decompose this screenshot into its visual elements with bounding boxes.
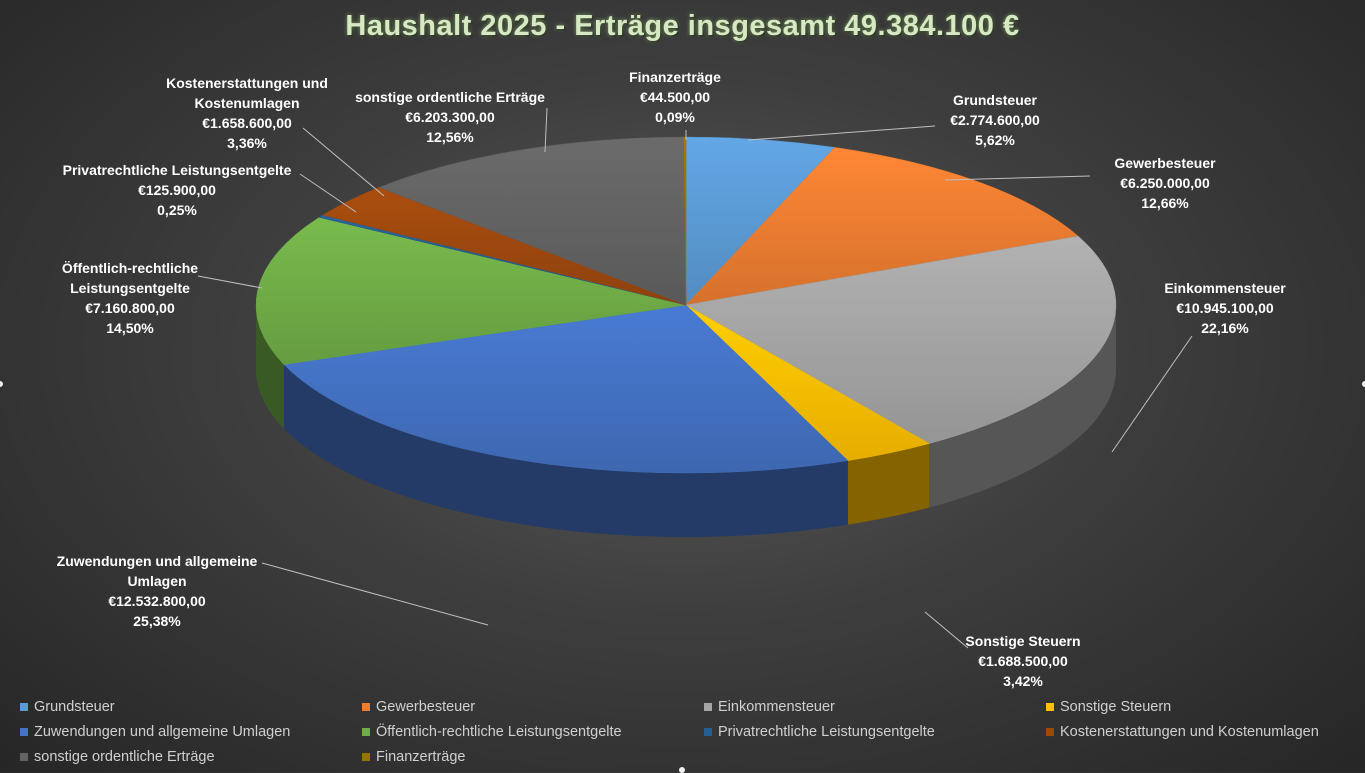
data-label-offentlich-rechtliche-leistungsentgelte: Öffentlich-rechtliche Leistungsentgelte €7… (62, 258, 198, 338)
data-label-finanzertrage: Finanzerträge €44.500,00 0,09% (629, 67, 721, 127)
data-label-value: €6.250.000,00 (1120, 175, 1210, 191)
data-label-value: €1.658.600,00 (202, 115, 292, 131)
pie-slice-sonstige-ordentliche-ertrage[interactable] (378, 136, 687, 306)
legend-item-einkommensteuer[interactable]: Einkommensteuer (704, 696, 1046, 717)
data-label-name: Einkommensteuer (1164, 280, 1286, 296)
legend-item-gewerbesteuer[interactable]: Gewerbesteuer (362, 696, 704, 717)
data-label-percent: 14,50% (106, 320, 154, 336)
pie-slice-grundsteuer[interactable] (685, 136, 836, 306)
legend-swatch (1046, 727, 1054, 736)
legend-swatch (362, 727, 370, 736)
legend-label: Einkommensteuer (718, 698, 835, 715)
data-label-percent: 25,38% (133, 613, 181, 629)
pie-slice-zuwendungen-und-allgemeine-umlagen[interactable] (283, 304, 849, 474)
legend-swatch (20, 752, 28, 761)
data-label-percent: 0,25% (157, 202, 197, 218)
data-label-percent: 12,56% (426, 129, 474, 145)
pie-slice-offentlich-rechtliche-leistungsentgelte[interactable] (255, 217, 687, 365)
legend-swatch (1046, 702, 1054, 711)
data-label-name: Gewerbesteuer (1114, 155, 1216, 171)
legend-label: Grundsteuer (34, 698, 115, 715)
leader-line-offentlich-rechtliche-leistungsentgelte (197, 275, 263, 289)
data-label-name: sonstige ordentliche Erträge (355, 89, 545, 105)
data-label-grundsteuer: Grundsteuer €2.774.600,00 5,62% (950, 90, 1040, 150)
legend-item-privatrechtliche-leistungsentgelte[interactable]: Privatrechtliche Leistungsentgelte (704, 721, 1046, 742)
pie-side-zuwendungen-und-allgemeine-umlagen (283, 364, 848, 537)
leader-line-einkommensteuer (1111, 335, 1193, 453)
data-label-zuwendungen-und-allgemeine-umlagen: Zuwendungen und allgemeine Umlagen €12.532… (57, 551, 258, 631)
selection-handle-left[interactable] (0, 381, 3, 387)
leader-line-gewerbesteuer (944, 175, 1091, 181)
leader-line-privatrechtliche-leistungsentgelte (299, 173, 357, 213)
data-label-name: Finanzerträge (629, 69, 721, 85)
leader-line-grundsteuer (747, 125, 936, 141)
pie-slice-einkommensteuer[interactable] (685, 235, 1117, 444)
data-label-value: €125.900,00 (138, 182, 216, 198)
legend-item-zuwendungen-und-allgemeine-umlagen[interactable]: Zuwendungen und allgemeine Umlagen (20, 721, 362, 742)
data-label-sonstige-steuern: Sonstige Steuern €1.688.500,00 3,42% (965, 631, 1080, 691)
leader-line-sonstige-steuern (924, 611, 969, 649)
data-label-percent: 22,16% (1201, 320, 1249, 336)
data-label-privatrechtliche-leistungsentgelte: Privatrechtliche Leistungsentgelte €125.9… (63, 160, 292, 220)
leader-line-sonstige-ordentliche-ertrage (544, 107, 548, 153)
pie-side-sonstige-steuern (847, 443, 930, 525)
chart-title: Haushalt 2025 - Erträge insgesamt 49.384… (345, 10, 1020, 42)
data-label-percent: 12,66% (1141, 195, 1189, 211)
data-label-name: Umlagen (127, 573, 187, 589)
data-label-percent: 3,36% (227, 135, 267, 151)
pie-slice-gewerbesteuer[interactable] (685, 147, 1079, 306)
data-label-value: €1.688.500,00 (978, 653, 1068, 669)
data-label-name: Kostenumlagen (194, 95, 300, 111)
legend-item-sonstige-steuern[interactable]: Sonstige Steuern (1046, 696, 1365, 717)
pie-tops (255, 136, 1117, 474)
data-label-kostenerstattungen-und-kostenumlagen: Kostenerstattungen und Kostenumlagen €1.65… (166, 73, 328, 153)
legend-label: Privatrechtliche Leistungsentgelte (718, 723, 935, 740)
legend-swatch (362, 702, 370, 711)
data-label-value: €6.203.300,00 (405, 109, 495, 125)
data-label-value: €12.532.800,00 (108, 593, 206, 609)
legend-label: Gewerbesteuer (376, 698, 476, 715)
data-label-value: €44.500,00 (639, 89, 711, 105)
legend-item-finanzertrage[interactable]: Finanzerträge (362, 746, 704, 767)
data-label-value: €2.774.600,00 (950, 112, 1040, 128)
data-label-name: Kostenerstattungen und (166, 75, 328, 91)
legend-item-sonstige-ordentliche-ertrage[interactable]: sonstige ordentliche Erträge (20, 746, 362, 767)
data-label-percent: 5,62% (975, 132, 1015, 148)
legend-swatch (20, 727, 28, 736)
legend-label: Finanzerträge (376, 748, 466, 765)
data-label-sonstige-ordentliche-ertrage: sonstige ordentliche Erträge €6.203.300,0… (355, 87, 545, 147)
legend-label: sonstige ordentliche Erträge (34, 748, 215, 765)
data-label-percent: 3,42% (1003, 673, 1043, 689)
data-label-name: Grundsteuer (952, 92, 1037, 108)
data-label-percent: 0,09% (655, 109, 695, 125)
data-label-value: €7.160.800,00 (85, 300, 175, 316)
legend-label: Sonstige Steuern (1060, 698, 1172, 715)
data-label-name: Öffentlich-rechtliche (61, 260, 199, 276)
leader-line-zuwendungen-und-allgemeine-umlagen (261, 562, 489, 626)
legend-swatch (362, 752, 370, 761)
leader-line-kostenerstattungen-und-kostenumlagen (302, 127, 385, 197)
pie-side-einkommensteuer (929, 305, 1116, 508)
legend-swatch (704, 702, 712, 711)
data-label-einkommensteuer: Einkommensteuer €10.945.100,00 22,16% (1164, 278, 1285, 338)
chart-legend: Grundsteuer Gewerbesteuer Einkommensteuer S… (20, 696, 1360, 767)
legend-swatch (20, 702, 28, 711)
data-label-gewerbesteuer: Gewerbesteuer €6.250.000,00 12,66% (1114, 153, 1215, 213)
data-label-name: Sonstige Steuern (965, 633, 1081, 649)
data-label-name: Zuwendungen und allgemeine (56, 553, 258, 569)
data-label-value: €10.945.100,00 (1176, 300, 1274, 316)
legend-label: Kostenerstattungen und Kostenumlagen (1060, 723, 1319, 740)
legend-label: Öffentlich-rechtliche Leistungsentgelte (376, 723, 622, 740)
data-label-name: Privatrechtliche Leistungsentgelte (62, 162, 292, 178)
legend-label: Zuwendungen und allgemeine Umlagen (34, 723, 291, 740)
legend-item-offentlich-rechtliche-leistungsentgelte[interactable]: Öffentlich-rechtliche Leistungsentgelte (362, 721, 704, 742)
legend-item-grundsteuer[interactable]: Grundsteuer (20, 696, 362, 717)
legend-swatch (704, 727, 712, 736)
legend-item-kostenerstattungen-und-kostenumlagen[interactable]: Kostenerstattungen und Kostenumlagen (1046, 721, 1365, 742)
data-label-name: Leistungsentgelte (70, 280, 190, 296)
selection-handle-right[interactable] (1362, 381, 1365, 387)
leader-lines (197, 107, 1193, 649)
selection-handle-bottom[interactable] (679, 767, 685, 773)
